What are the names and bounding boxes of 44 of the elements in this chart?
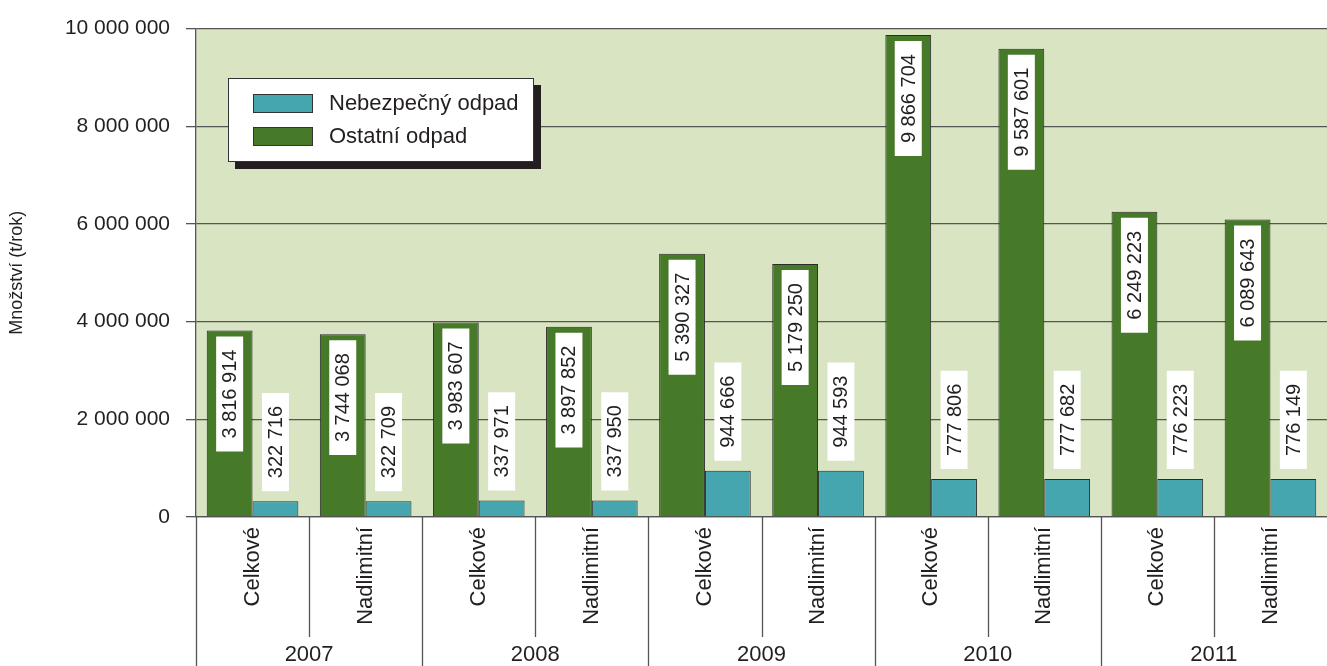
x-tick-label: Nadlimitní [577, 527, 603, 625]
text: 2011 [1190, 641, 1238, 666]
y-axis-title: Množství (t/rok) [5, 210, 26, 335]
y-tick-label: 4 000 000 [76, 308, 170, 332]
x-tick-label: Celkové [691, 527, 717, 607]
data-label: 944 593 [829, 375, 852, 448]
legend-label: Nebezpečný odpad [329, 90, 519, 117]
x-tick-label: Celkové [238, 527, 264, 607]
data-label: 337 950 [603, 405, 626, 478]
data-label: 777 682 [1055, 383, 1078, 457]
y-tick-label: 0 [158, 503, 170, 527]
y-tick-label: 8 000 000 [76, 113, 170, 137]
x-tick-label: Nadlimitní [1030, 527, 1056, 625]
data-label: 3 816 914 [218, 349, 241, 439]
x-tick-label: Celkové [464, 527, 490, 607]
x-tick-label: Nadlimitní [351, 527, 377, 625]
y-tick-label: 6 000 000 [76, 210, 170, 234]
data-label: 337 971 [490, 405, 513, 478]
data-label: 944 666 [716, 375, 739, 448]
x-tick-label: Nadlimitní [1256, 527, 1282, 625]
data-label: 776 149 [1281, 383, 1304, 457]
text: 2008 [510, 641, 560, 666]
data-label: 6 089 643 [1236, 238, 1259, 328]
data-label: 3 983 607 [444, 341, 467, 431]
data-label: 9 587 601 [1009, 67, 1032, 157]
data-label: 322 716 [263, 405, 286, 479]
text: 2009 [737, 641, 786, 666]
y-tick-label: 10 000 000 [64, 15, 170, 39]
data-label: 3 744 068 [331, 353, 354, 443]
data-label: 322 709 [377, 405, 400, 479]
y-tick-label: 2 000 000 [76, 406, 170, 430]
text: 2010 [963, 641, 1013, 666]
data-label: 3 897 852 [557, 345, 580, 435]
x-tick-label: Celkové [1143, 527, 1169, 607]
legend-label: Ostatní odpad [329, 123, 468, 150]
x-tick-label: Nadlimitní [804, 527, 830, 625]
x-tick-label: Celkové [917, 527, 943, 607]
data-label: 777 806 [942, 383, 965, 457]
text: 2007 [284, 641, 334, 666]
data-label: 5 179 250 [783, 283, 806, 373]
data-label: 9 866 704 [896, 54, 919, 144]
data-label: 6 249 223 [1122, 230, 1145, 320]
data-label: 776 223 [1168, 383, 1191, 457]
data-label: 5 390 327 [670, 272, 693, 362]
